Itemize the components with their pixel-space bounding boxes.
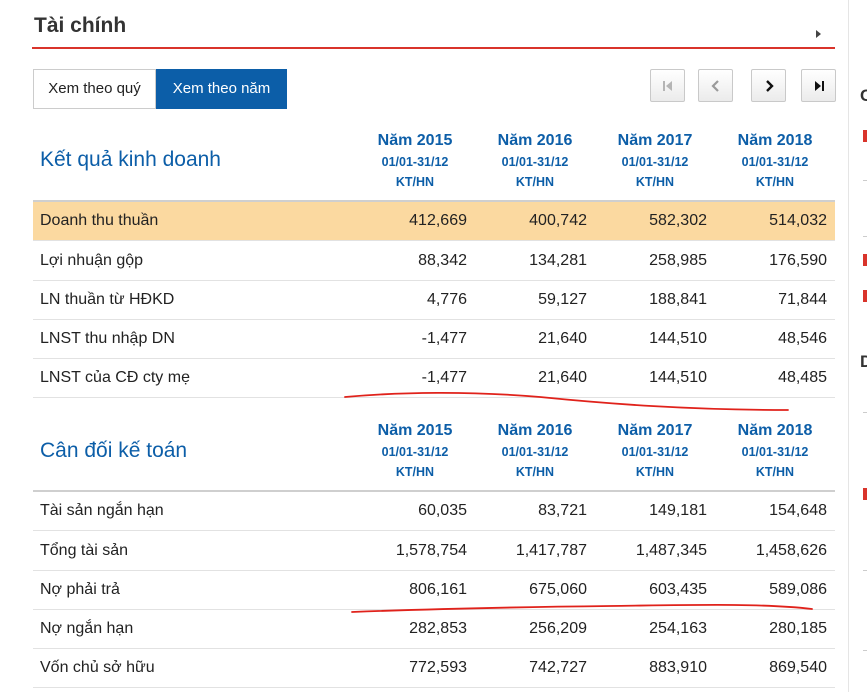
cell-value: 21,640 [538, 330, 587, 347]
right-sidebar-edge: C D [848, 0, 867, 692]
balance-section-title: Cân đối kế toán [40, 439, 188, 462]
cell-value: 48,485 [778, 369, 827, 386]
table-row: Vốn chủ sở hữu 772,593 742,727 883,910 8… [33, 649, 835, 688]
cell-value: 582,302 [649, 212, 707, 229]
cell-value: 603,435 [649, 581, 707, 598]
table-row: Tổng tài sản 1,578,754 1,417,787 1,487,3… [33, 532, 835, 571]
cell-value: 806,161 [409, 581, 467, 598]
row-label: Doanh thu thuần [40, 212, 159, 229]
row-label: Nợ phải trả [40, 581, 120, 598]
panel-title: Tài chính [34, 14, 127, 37]
cell-value: 21,640 [538, 369, 587, 386]
chevron-left-icon [710, 79, 719, 92]
sidebar-divider [863, 236, 867, 237]
table-row: Nợ phải trả 806,161 675,060 603,435 589,… [33, 571, 835, 610]
cell-value: 176,590 [769, 252, 827, 269]
cell-value: 258,985 [649, 252, 707, 269]
row-label: Tài sản ngắn hạn [40, 502, 164, 519]
cell-value: 412,669 [409, 212, 467, 229]
cell-value: 71,844 [778, 291, 827, 308]
sidebar-divider [863, 180, 867, 181]
table-row: Nợ ngắn hạn 282,853 256,209 254,163 280,… [33, 610, 835, 649]
cell-value: 589,086 [769, 581, 827, 598]
balance-column-header-2015: Năm 2015 01/01-31/12 KT/HN [377, 422, 453, 479]
skip-last-icon [814, 80, 824, 91]
sidebar-divider [863, 412, 867, 413]
view-by-year-button[interactable]: Xem theo năm [156, 69, 287, 109]
table-row: LN thuần từ HĐKD 4,776 59,127 188,841 71… [33, 281, 835, 320]
cell-value: 83,721 [538, 502, 587, 519]
cell-value: 742,727 [529, 659, 587, 676]
sidebar-divider [863, 570, 867, 571]
sidebar-red-marker [863, 130, 867, 142]
income-header-divider [33, 200, 835, 202]
row-label: Vốn chủ sở hữu [40, 659, 155, 676]
table-row: Lợi nhuận gộp 88,342 134,281 258,985 176… [33, 242, 835, 281]
table-row: LNST của CĐ cty mẹ -1,477 21,640 144,510… [33, 359, 835, 398]
previous-page-button[interactable] [698, 69, 733, 102]
next-page-button[interactable] [751, 69, 786, 102]
income-column-header-2015: Năm 2015 01/01-31/12 KT/HN [377, 132, 453, 189]
cell-value: 1,417,787 [515, 542, 587, 559]
cell-value: 256,209 [529, 620, 587, 637]
balance-header-divider [33, 490, 835, 492]
cell-value: 48,546 [778, 330, 827, 347]
sidebar-red-marker [863, 488, 867, 500]
row-label: Lợi nhuận gộp [40, 252, 144, 269]
cell-value: 154,648 [769, 502, 827, 519]
sidebar-heading-c: C [860, 86, 867, 105]
title-divider [32, 47, 835, 49]
sidebar-divider [863, 650, 867, 651]
cell-value: 59,127 [538, 291, 587, 308]
cell-value: 772,593 [409, 659, 467, 676]
cell-value: 282,853 [409, 620, 467, 637]
sidebar-red-marker [863, 254, 867, 266]
cell-value: 400,742 [529, 212, 587, 229]
cell-value: 88,342 [418, 252, 467, 269]
cell-value: 1,458,626 [755, 542, 827, 559]
cell-value: 514,032 [769, 212, 827, 229]
row-label: LN thuần từ HĐKD [40, 291, 175, 308]
cell-value: 254,163 [649, 620, 707, 637]
sidebar-red-marker [863, 290, 867, 302]
cell-value: 883,910 [649, 659, 707, 676]
cell-value: 1,487,345 [635, 542, 707, 559]
chevron-right-icon [765, 79, 774, 92]
cell-value: 675,060 [529, 581, 587, 598]
cell-value: 4,776 [426, 291, 467, 308]
table-row: Doanh thu thuần 412,669 400,742 582,302 … [33, 202, 835, 241]
balance-column-header-2018: Năm 2018 01/01-31/12 KT/HN [737, 422, 813, 479]
first-page-button[interactable] [650, 69, 685, 102]
cell-value: 280,185 [769, 620, 827, 637]
income-column-header-2016: Năm 2016 01/01-31/12 KT/HN [497, 132, 573, 189]
view-by-quarter-button[interactable]: Xem theo quý [33, 69, 156, 109]
cell-value: 188,841 [649, 291, 707, 308]
income-column-header-2018: Năm 2018 01/01-31/12 KT/HN [737, 132, 813, 189]
income-section-title: Kết quả kinh doanh [40, 148, 221, 171]
cell-value: 134,281 [529, 252, 587, 269]
panel-expand-arrow-icon[interactable] [816, 30, 821, 38]
cell-value: 869,540 [769, 659, 827, 676]
cell-value: 60,035 [418, 502, 467, 519]
table-row: LNST thu nhập DN -1,477 21,640 144,510 4… [33, 320, 835, 359]
cell-value: -1,477 [421, 369, 467, 386]
cell-value: -1,477 [421, 330, 467, 347]
cell-value: 144,510 [649, 330, 707, 347]
sidebar-heading-d: D [860, 352, 867, 371]
row-label: LNST thu nhập DN [40, 330, 175, 347]
cell-value: 149,181 [649, 502, 707, 519]
income-column-header-2017: Năm 2017 01/01-31/12 KT/HN [617, 132, 693, 189]
skip-first-icon [662, 80, 672, 91]
row-label: LNST của CĐ cty mẹ [40, 369, 190, 386]
balance-column-header-2017: Năm 2017 01/01-31/12 KT/HN [617, 422, 693, 479]
cell-value: 144,510 [649, 369, 707, 386]
table-row: Tài sản ngắn hạn 60,035 83,721 149,181 1… [33, 492, 835, 531]
cell-value: 1,578,754 [395, 542, 467, 559]
row-label: Nợ ngắn hạn [40, 620, 134, 637]
row-label: Tổng tài sản [40, 542, 129, 559]
balance-column-header-2016: Năm 2016 01/01-31/12 KT/HN [497, 422, 573, 479]
last-page-button[interactable] [801, 69, 836, 102]
